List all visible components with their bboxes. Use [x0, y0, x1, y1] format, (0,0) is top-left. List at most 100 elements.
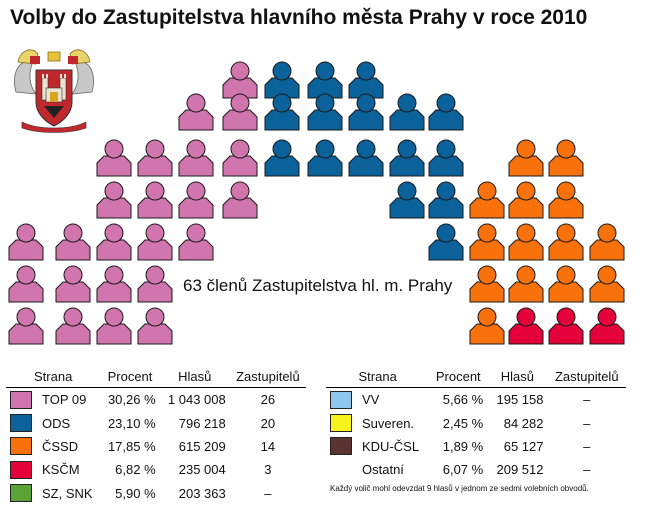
seat-top-09 — [96, 223, 132, 261]
seat-top-09 — [137, 139, 173, 177]
party-name: Suveren. — [362, 415, 415, 431]
seat--ssd — [508, 265, 544, 303]
seat-top-09 — [55, 265, 91, 303]
party-seats: – — [264, 485, 272, 501]
seat-top-09 — [8, 223, 44, 261]
party-seats: – — [583, 438, 591, 454]
party-percent: 23,10 % — [107, 415, 156, 431]
seat-top-09 — [178, 93, 214, 131]
seat-top-09 — [96, 139, 132, 177]
party-percent: 30,26 % — [107, 392, 156, 408]
party-seats: 14 — [260, 438, 276, 454]
column-header-votes: Hlasů — [159, 367, 230, 388]
seat--ssd — [548, 223, 584, 261]
column-header-percent: Procent — [100, 367, 160, 388]
party-seats: – — [583, 415, 591, 431]
party-votes: 615 209 — [178, 438, 226, 454]
seat-ods — [389, 93, 425, 131]
seat-ods — [428, 181, 464, 219]
legend-swatch-vv — [330, 390, 352, 409]
seat-ods — [389, 139, 425, 177]
footnote: Každý volič mohl odevzdat 9 hlasů v jedn… — [330, 484, 589, 493]
party-votes: 195 158 — [496, 392, 544, 408]
column-header-seats: Zastupitelů — [229, 367, 306, 388]
party-percent: 5,90 % — [115, 485, 156, 501]
party-seats: 26 — [260, 392, 276, 408]
seat--ssd — [469, 223, 505, 261]
seat-ods — [307, 61, 343, 99]
party-votes: 1 043 008 — [167, 392, 226, 408]
seat--ssd — [469, 181, 505, 219]
column-header-party: Strana — [326, 367, 430, 388]
seat-ks-m — [548, 307, 584, 345]
table-row: ČSSD 17,85 % 615 209 14 — [6, 435, 306, 458]
prague-coat-of-arms-icon — [14, 49, 94, 133]
party-seats: 20 — [260, 415, 276, 431]
party-votes: 203 363 — [178, 485, 226, 501]
seat-ods — [264, 139, 300, 177]
results-table-left: Strana Procent Hlasů Zastupitelů TOP 09 … — [6, 367, 306, 505]
seat-top-09 — [137, 181, 173, 219]
seat-top-09 — [178, 181, 214, 219]
seat-top-09 — [96, 307, 132, 345]
seat-top-09 — [96, 181, 132, 219]
legend-swatch-ods — [10, 414, 32, 433]
party-percent: 17,85 % — [107, 438, 156, 454]
seat-top-09 — [178, 139, 214, 177]
table-row: Suveren. 2,45 % 84 282 – — [326, 411, 626, 434]
seat--ssd — [508, 181, 544, 219]
party-name: SZ, SNK — [42, 485, 93, 501]
party-name: ODS — [42, 415, 71, 431]
seat--ssd — [548, 265, 584, 303]
legend-swatch-suveren — [330, 414, 352, 433]
party-votes: 796 218 — [178, 415, 226, 431]
party-name: ČSSD — [42, 438, 79, 454]
seat-ods — [348, 61, 384, 99]
table-row: Ostatní 6,07 % 209 512 – — [326, 458, 626, 481]
seat-diagram — [8, 61, 625, 345]
seat-ods — [348, 93, 384, 131]
party-name: TOP 09 — [42, 392, 87, 408]
party-votes: 209 512 — [496, 462, 544, 478]
party-percent: 5,66 % — [442, 392, 484, 408]
column-header-votes: Hlasů — [487, 367, 548, 388]
results-table-right: Strana Procent Hlasů Zastupitelů VV 5,66… — [326, 367, 626, 482]
seat--ssd — [469, 265, 505, 303]
legend-swatch-kdu-csl — [330, 437, 352, 456]
total-seats-label: 63 členů Zastupitelstva hl. m. Prahy — [183, 276, 453, 295]
legend-swatch-top09 — [10, 390, 32, 409]
legend-swatch-cssd — [10, 437, 32, 456]
seat-top-09 — [137, 265, 173, 303]
seat-ks-m — [508, 307, 544, 345]
party-percent: 1,89 % — [442, 438, 484, 454]
party-votes: 235 004 — [178, 462, 226, 478]
table-row: SZ, SNK 5,90 % 203 363 – — [6, 482, 306, 505]
party-votes: 84 282 — [503, 415, 544, 431]
party-name: KSČM — [42, 462, 80, 478]
seat-ods — [348, 139, 384, 177]
table-row: KSČM 6,82 % 235 004 3 — [6, 458, 306, 481]
seat-top-09 — [8, 265, 44, 303]
seat-ods — [307, 93, 343, 131]
party-percent: 2,45 % — [442, 415, 484, 431]
party-seats: – — [583, 392, 591, 408]
party-seats: – — [583, 462, 591, 478]
seat-ods — [428, 93, 464, 131]
party-name: KDU-ČSL — [362, 438, 420, 454]
seat-top-09 — [222, 61, 258, 99]
seat-ods — [428, 223, 464, 261]
party-percent: 6,82 % — [115, 462, 156, 478]
seat--ssd — [508, 139, 544, 177]
seat-ods — [428, 139, 464, 177]
table-row: KDU-ČSL 1,89 % 65 127 – — [326, 435, 626, 458]
legend-swatch-kscm — [10, 460, 32, 479]
party-votes: 65 127 — [503, 438, 544, 454]
column-header-seats: Zastupitelů — [547, 367, 626, 388]
seat-top-09 — [55, 223, 91, 261]
table-row: ODS 23,10 % 796 218 20 — [6, 411, 306, 434]
column-header-percent: Procent — [429, 367, 488, 388]
seat-top-09 — [222, 93, 258, 131]
seat--ssd — [508, 223, 544, 261]
seat--ssd — [548, 139, 584, 177]
table-row: TOP 09 30,26 % 1 043 008 26 — [6, 388, 306, 412]
